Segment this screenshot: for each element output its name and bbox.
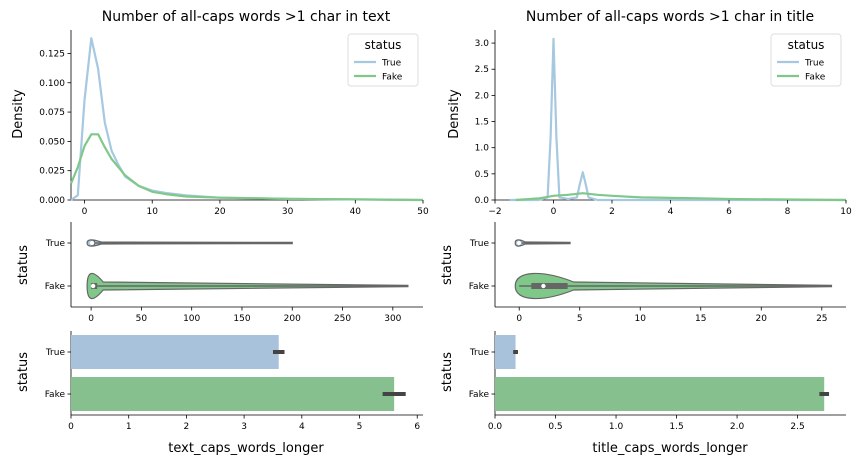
kde_text-xtick-label: 50 xyxy=(417,207,429,217)
violin_text-xtick-label: 0 xyxy=(88,314,94,324)
bar_text-bar-fake xyxy=(71,377,395,411)
violin_text-median-dot xyxy=(90,283,96,289)
ylabel-violin-title: status xyxy=(440,245,455,285)
violin_title-median-dot xyxy=(541,283,546,289)
kde_text-xtick-label: 40 xyxy=(350,207,362,217)
bar_title-category-label: Fake xyxy=(469,390,490,400)
violin_title-category-label: True xyxy=(469,239,490,249)
violin_title-xtick-label: 20 xyxy=(756,314,768,324)
bar_text-xtick-label: 3 xyxy=(241,422,247,432)
bar_title-xtick-label: 1.5 xyxy=(669,422,683,432)
violin_text-xtick-label: 250 xyxy=(334,314,351,324)
bar_text-category-label: Fake xyxy=(45,390,66,400)
bar_title-xtick-label: 1.0 xyxy=(609,422,624,432)
violin_title-category-label: Fake xyxy=(469,282,490,292)
kde_text-ytick-label: 0.000 xyxy=(39,196,65,206)
bar_text-xtick-label: 1 xyxy=(126,422,132,432)
kde_title-ytick-label: 1.0 xyxy=(475,144,490,154)
ylabel-bar-text: status xyxy=(16,352,31,392)
bar_text-xtick-label: 6 xyxy=(414,422,420,432)
kde_title-ytick-label: 0.5 xyxy=(475,170,489,180)
bar_text-xtick-label: 4 xyxy=(299,422,305,432)
kde_text-xtick-label: 30 xyxy=(282,207,294,217)
xlabel-bar-text: text_caps_words_longer xyxy=(168,441,324,456)
kde_title-ytick-label: 2.0 xyxy=(475,91,490,101)
kde_title-ytick-label: 2.5 xyxy=(475,65,489,75)
kde_text-legend-frame xyxy=(347,33,419,87)
bar_title-bar-true xyxy=(495,335,516,369)
bar_text-xtick-label: 2 xyxy=(184,422,190,432)
kde_text-legend-label: Fake xyxy=(382,73,403,83)
kde_text-legend-label: True xyxy=(381,59,402,69)
kde_text-ytick-label: 0.125 xyxy=(39,49,65,59)
xlabel-bar-title: title_caps_words_longer xyxy=(592,441,748,456)
violin_title-median-dot xyxy=(517,240,522,246)
violin_title-xtick-label: 10 xyxy=(635,314,647,324)
violin_text-xtick-label: 300 xyxy=(384,314,401,324)
ylabel-kde-text: Density xyxy=(11,89,26,139)
violin_title-xtick-label: 25 xyxy=(816,314,827,324)
bar_text-category-label: True xyxy=(45,348,66,358)
violin_text-xtick-label: 100 xyxy=(183,314,200,324)
kde_text-ytick-label: 0.050 xyxy=(39,137,65,147)
kde_text-series-fake xyxy=(69,133,424,202)
kde_title-legend-title: status xyxy=(788,38,825,52)
bar_text-xtick-label: 0 xyxy=(68,422,74,432)
bar_text-xtick-label: 5 xyxy=(357,422,363,432)
kde_title-xtick-label: 6 xyxy=(726,207,732,217)
violin_text-xtick-label: 200 xyxy=(284,314,301,324)
kde_text-ytick-label: 0.075 xyxy=(39,108,65,118)
violin_text-category-label: True xyxy=(45,239,66,249)
kde_title-series-fake xyxy=(515,192,847,202)
bar_title-xtick-label: 0.5 xyxy=(548,422,562,432)
kde_title-ytick-label: 1.5 xyxy=(475,118,489,128)
bar_title-category-label: True xyxy=(469,348,490,358)
kde_title-xtick-label: 4 xyxy=(668,207,674,217)
kde_title-xtick-label: −2 xyxy=(488,207,501,217)
ylabel-violin-text: status xyxy=(16,245,31,285)
violin_title-xtick-label: 5 xyxy=(577,314,583,324)
violin_title-xtick-label: 15 xyxy=(695,314,706,324)
bar_title-xtick-label: 2.0 xyxy=(730,422,745,432)
violin_title-xtick-label: 0 xyxy=(516,314,522,324)
kde_title-xtick-label: 0 xyxy=(551,207,557,217)
ylabel-bar-title: status xyxy=(440,352,455,392)
kde_title-xtick-label: 2 xyxy=(609,207,615,217)
kde_title-legend-label: True xyxy=(804,59,825,69)
kde_title-ytick-label: 3.0 xyxy=(475,39,490,49)
ylabel-kde-title: Density xyxy=(447,89,462,139)
kde_text-ytick-label: 0.025 xyxy=(39,167,65,177)
kde_text-xtick-label: 0 xyxy=(82,207,88,217)
kde_title-xtick-label: 10 xyxy=(840,207,852,217)
bar_title-bar-fake xyxy=(495,377,825,411)
violin_text-category-label: Fake xyxy=(45,282,66,292)
bar_text-bar-true xyxy=(71,335,279,369)
kde_text-xtick-label: 10 xyxy=(147,207,159,217)
kde_text-ytick-label: 0.100 xyxy=(39,79,65,89)
chart-title-text-kde: Number of all-caps words >1 char in text xyxy=(102,9,391,25)
chart-title-title-kde: Number of all-caps words >1 char in titl… xyxy=(526,9,814,25)
kde_text-legend-title: status xyxy=(365,38,402,52)
kde_title-legend-label: Fake xyxy=(805,73,826,83)
kde_title-series-true xyxy=(509,37,846,202)
kde_text-xtick-label: 20 xyxy=(214,207,226,217)
kde_title-xtick-label: 8 xyxy=(785,207,791,217)
violin_text-median-dot xyxy=(89,240,95,246)
bar_title-xtick-label: 0.0 xyxy=(488,422,503,432)
violin_text-xtick-label: 50 xyxy=(136,314,148,324)
kde_title-ytick-label: 0.0 xyxy=(475,196,490,206)
kde_title-legend-frame xyxy=(770,33,842,87)
violin_title-iqr-box xyxy=(531,283,568,289)
bar_title-xtick-label: 2.5 xyxy=(790,422,804,432)
violin_text-xtick-label: 150 xyxy=(233,314,250,324)
